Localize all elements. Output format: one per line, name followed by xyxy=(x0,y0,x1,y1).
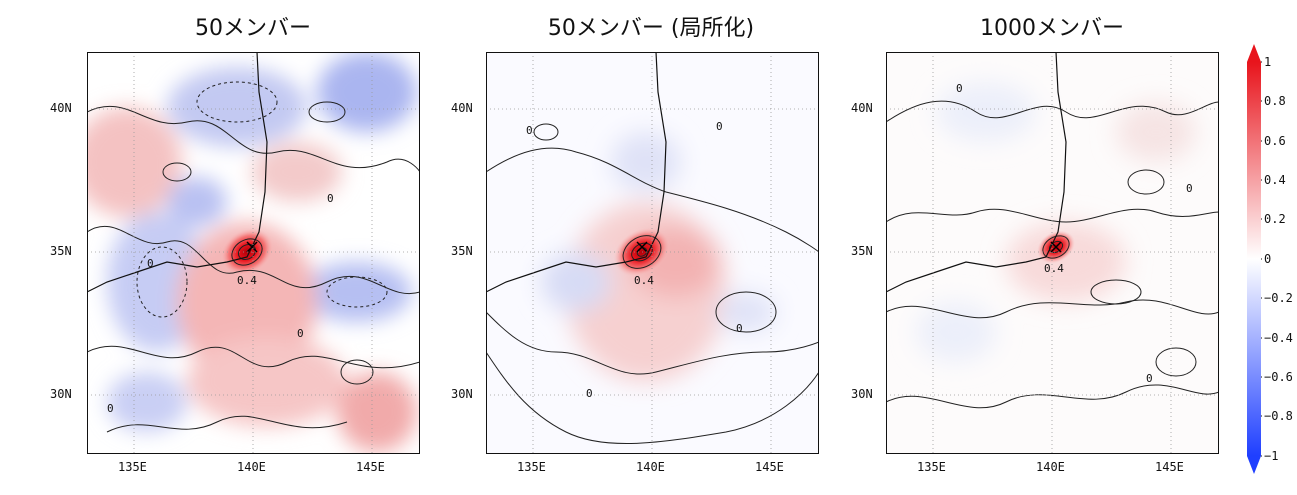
lon-tick-label: 135E xyxy=(118,460,147,474)
lon-tick-label: 140E xyxy=(1036,460,1065,474)
colorbar-tick-label: 0.8 xyxy=(1264,94,1286,108)
lon-tick-label: 145E xyxy=(356,460,385,474)
map-frame xyxy=(87,52,420,454)
colorbar-tick-label: −0.6 xyxy=(1264,370,1293,384)
panel-title-50-members-localized: 50メンバー (局所化) xyxy=(547,16,755,41)
lat-tick-label: 35N xyxy=(451,244,473,258)
correlation-map: 0.4 0 0 0 xyxy=(886,52,1219,454)
contour-label: 0 xyxy=(107,402,114,415)
contour-labels: 0.4 0 0 0 xyxy=(956,82,1193,385)
correlation-field xyxy=(916,82,1196,362)
contour-labels: 0.4 0 0 0 0 xyxy=(107,192,334,415)
colorbar xyxy=(1247,44,1262,474)
colorbar-tick-label: −0.4 xyxy=(1264,331,1293,345)
lon-tick-label: 140E xyxy=(237,460,266,474)
contour-label: 0 xyxy=(956,82,963,95)
contours xyxy=(486,123,819,444)
panel-title-50-members: 50メンバー xyxy=(195,16,311,41)
coastline xyxy=(886,52,1067,293)
map-panel-50-members-localized: 0.4 0 0 0 0 xyxy=(486,52,819,454)
correlation-map: 0.4 0 0 0 0 xyxy=(87,52,420,454)
colorbar-tick-label: −0.2 xyxy=(1264,291,1293,305)
colorbar-tick-label: −0.8 xyxy=(1264,409,1293,423)
map-panel-1000-members: 0.4 0 0 0 xyxy=(886,52,1219,454)
coastline xyxy=(87,52,268,293)
contours xyxy=(87,101,420,433)
contour-label: 0.4 xyxy=(634,274,654,287)
contour-label: 0.4 xyxy=(1044,262,1064,275)
lat-tick-label: 30N xyxy=(50,387,72,401)
lon-tick-label: 135E xyxy=(917,460,946,474)
target-point-marker xyxy=(636,241,648,253)
target-point-marker xyxy=(1050,241,1062,253)
contour-label: 0 xyxy=(736,322,743,335)
contour-label: 0 xyxy=(586,387,593,400)
contour-labels: 0.4 0 0 0 0 xyxy=(526,120,743,400)
grid-lines xyxy=(886,52,1219,454)
contour-label: 0 xyxy=(327,192,334,205)
colorbar-tick-label: 0.4 xyxy=(1264,173,1286,187)
negative-contours xyxy=(136,81,388,318)
lat-tick-label: 30N xyxy=(851,387,873,401)
contour-label: 0 xyxy=(1146,372,1153,385)
map-frame xyxy=(486,52,819,454)
colorbar-min-arrow xyxy=(1247,456,1261,474)
contour-label: 0 xyxy=(526,124,533,137)
contours xyxy=(886,100,1219,409)
colorbar-max-arrow xyxy=(1247,44,1261,62)
lon-tick-label: 140E xyxy=(636,460,665,474)
coastline xyxy=(486,52,667,293)
map-frame xyxy=(886,52,1219,454)
contour-label: 0 xyxy=(1186,182,1193,195)
target-point-marker xyxy=(246,241,258,253)
lat-tick-label: 35N xyxy=(50,244,72,258)
lon-tick-label: 145E xyxy=(1155,460,1184,474)
correlation-field xyxy=(87,52,417,452)
colorbar-tick-label: 1 xyxy=(1264,55,1272,69)
colorbar-ticks xyxy=(1261,61,1262,457)
contour-label: 0 xyxy=(147,257,154,270)
grid-lines xyxy=(87,52,420,454)
correlation-map: 0.4 0 0 0 0 xyxy=(486,52,819,454)
panel-title-1000-members: 1000メンバー xyxy=(980,16,1124,41)
contour-label: 0 xyxy=(716,120,723,133)
colorbar-gradient xyxy=(1247,62,1261,456)
colorbar-tick-label: 0.2 xyxy=(1264,212,1286,226)
lat-tick-label: 30N xyxy=(451,387,473,401)
colorbar-tick-label: 0.6 xyxy=(1264,134,1286,148)
colorbar-tick-label: −1 xyxy=(1264,449,1279,463)
contour-label: 0 xyxy=(297,327,304,340)
map-panel-50-members: 0.4 0 0 0 0 xyxy=(87,52,420,454)
lon-tick-label: 135E xyxy=(517,460,546,474)
grid-lines xyxy=(486,52,819,454)
contour-label: 0.4 xyxy=(237,274,257,287)
lat-tick-label: 40N xyxy=(50,101,72,115)
colorbar-tick-label: 0 xyxy=(1264,252,1272,266)
lat-tick-label: 35N xyxy=(851,244,873,258)
lon-tick-label: 145E xyxy=(755,460,784,474)
lat-tick-label: 40N xyxy=(451,101,473,115)
lat-tick-label: 40N xyxy=(851,101,873,115)
